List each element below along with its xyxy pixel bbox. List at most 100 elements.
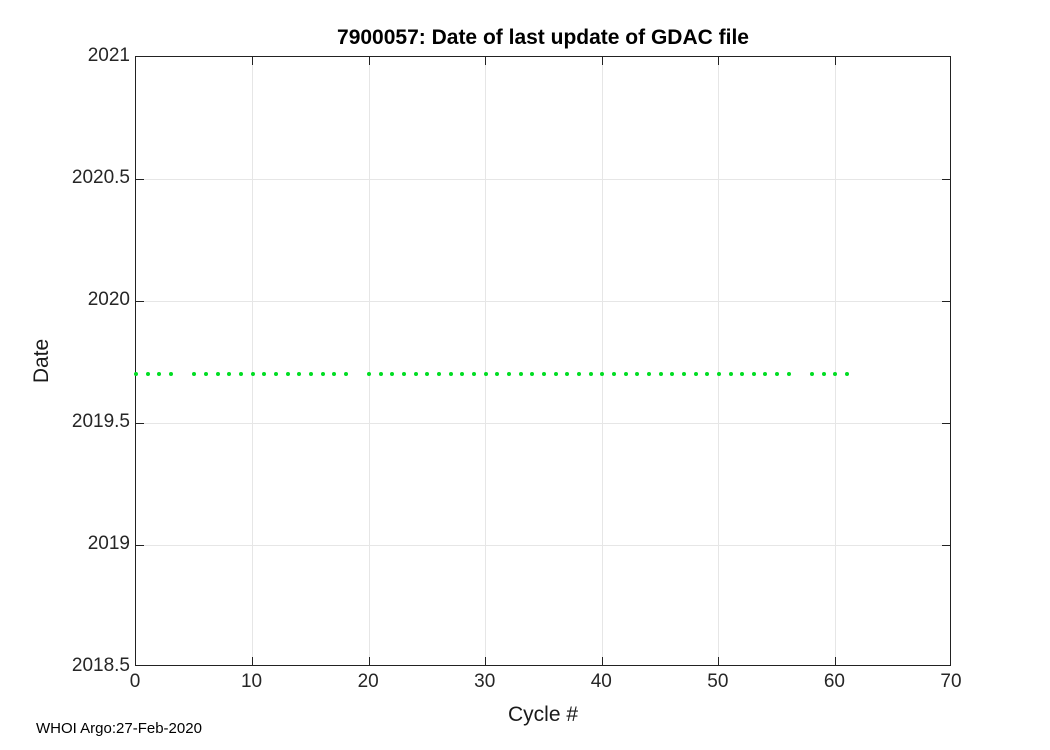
data-point	[472, 372, 477, 377]
x-tick-mark	[601, 657, 603, 665]
y-tick-label: 2021	[87, 45, 130, 66]
x-tick-label: 70	[940, 671, 962, 692]
x-tick-mark	[485, 57, 487, 65]
x-tick-mark	[368, 657, 370, 665]
data-point	[810, 372, 815, 377]
data-point	[658, 372, 663, 377]
data-point	[320, 372, 325, 377]
chart-title: 7900057: Date of last update of GDAC fil…	[337, 26, 749, 49]
data-point	[483, 372, 488, 377]
y-tick-label: 2019	[87, 533, 130, 554]
data-point	[763, 372, 768, 377]
y-tick-mark	[136, 422, 144, 424]
data-point	[611, 372, 616, 377]
x-tick-label: 60	[823, 671, 845, 692]
x-tick-label: 40	[590, 671, 612, 692]
x-axis-label: Cycle #	[507, 703, 579, 726]
y-tick-mark	[942, 178, 950, 180]
x-tick-label: 10	[240, 671, 263, 692]
data-point	[402, 372, 407, 377]
data-point	[670, 372, 675, 377]
watermark-text: WHOI Argo:27-Feb-2020	[36, 720, 202, 737]
x-tick-mark	[485, 657, 487, 665]
data-point	[646, 372, 651, 377]
x-tick-mark	[834, 57, 836, 65]
x-tick-mark	[718, 57, 720, 65]
x-tick-mark	[368, 57, 370, 65]
data-point	[157, 372, 162, 377]
y-gridline	[136, 422, 950, 424]
x-tick-mark	[252, 657, 254, 665]
x-tick-label: 50	[707, 671, 729, 692]
data-point	[681, 372, 686, 377]
data-point	[775, 372, 780, 377]
data-point	[576, 372, 581, 377]
y-tick-mark	[136, 300, 144, 302]
data-point	[588, 372, 593, 377]
data-point	[833, 372, 838, 377]
data-point	[215, 372, 220, 377]
data-point	[635, 372, 640, 377]
data-point	[343, 372, 348, 377]
y-tick-label: 2020	[87, 289, 130, 310]
y-tick-mark	[942, 544, 950, 546]
y-tick-mark	[942, 300, 950, 302]
data-point	[238, 372, 243, 377]
y-tick-mark	[942, 422, 950, 424]
data-point	[367, 372, 372, 377]
data-point	[437, 372, 442, 377]
data-point	[390, 372, 395, 377]
data-point	[448, 372, 453, 377]
data-point	[716, 372, 721, 377]
data-point	[530, 372, 535, 377]
data-point	[705, 372, 710, 377]
data-point	[821, 372, 826, 377]
x-tick-label: 0	[129, 671, 141, 692]
data-point	[751, 372, 756, 377]
x-tick-mark	[252, 57, 254, 65]
data-point	[495, 372, 500, 377]
data-point	[425, 372, 430, 377]
x-tick-label: 20	[357, 671, 379, 692]
data-point	[262, 372, 267, 377]
data-point	[378, 372, 383, 377]
data-point	[203, 372, 208, 377]
data-point	[460, 372, 465, 377]
y-tick-label: 2019.5	[71, 411, 130, 432]
data-point	[786, 372, 791, 377]
data-point	[507, 372, 512, 377]
data-point	[518, 372, 523, 377]
x-gridline	[718, 57, 720, 665]
plot-area	[134, 56, 951, 666]
data-point	[168, 372, 173, 377]
data-point	[845, 372, 850, 377]
y-gridline	[136, 544, 950, 546]
x-tick-mark	[601, 57, 603, 65]
data-point	[553, 372, 558, 377]
x-gridline	[368, 57, 370, 665]
data-point	[565, 372, 570, 377]
data-point	[693, 372, 698, 377]
y-gridline	[136, 300, 950, 302]
data-point	[297, 372, 302, 377]
x-gridline	[252, 57, 254, 665]
data-point	[308, 372, 313, 377]
data-point	[285, 372, 290, 377]
x-tick-label: 30	[474, 671, 496, 692]
data-point	[192, 372, 197, 377]
data-point	[542, 372, 546, 377]
data-point	[227, 372, 232, 377]
data-point	[623, 372, 628, 377]
y-axis-label: Date	[30, 338, 53, 384]
y-tick-mark	[136, 544, 144, 546]
x-gridline	[485, 57, 487, 665]
data-point	[145, 372, 150, 377]
data-point	[600, 372, 605, 377]
data-point	[740, 372, 745, 377]
data-point	[413, 372, 418, 377]
y-tick-label: 2018.5	[71, 655, 130, 676]
x-gridline	[834, 57, 836, 665]
data-point	[332, 372, 337, 377]
data-point	[728, 372, 733, 377]
